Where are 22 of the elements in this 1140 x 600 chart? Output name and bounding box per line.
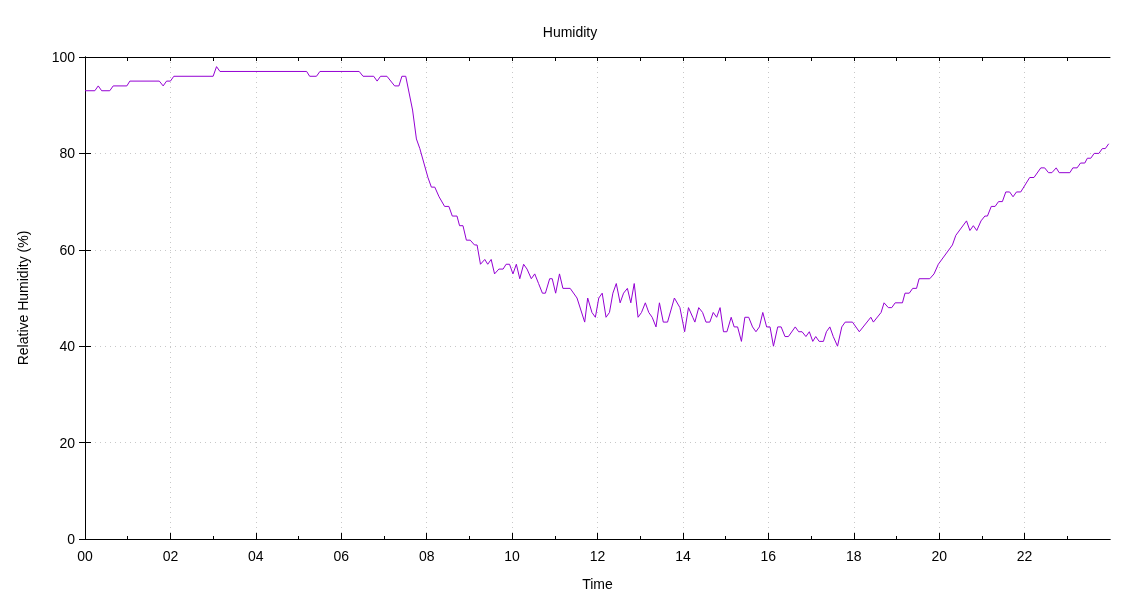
- y-tick-label: 100: [51, 49, 76, 65]
- y-axis-title: Relative Humidity (%): [15, 230, 31, 366]
- x-tick-label: 22: [1016, 548, 1033, 564]
- x-tick-label: 10: [504, 548, 521, 564]
- x-axis-title: Time: [582, 576, 614, 592]
- x-tick-label: 16: [760, 548, 777, 564]
- x-tick-label: 02: [162, 548, 179, 564]
- x-tick-label: 20: [931, 548, 948, 564]
- x-tick-label: 14: [675, 548, 691, 564]
- x-tick-label: 06: [333, 548, 350, 564]
- y-tick-label: 20: [59, 434, 76, 451]
- y-tick-label: 0: [67, 531, 76, 547]
- chart-title: Humidity: [542, 24, 598, 40]
- y-tick-label: 40: [59, 338, 76, 355]
- x-tick-label: 12: [589, 548, 606, 564]
- x-tick-label: 04: [248, 548, 264, 564]
- y-tick-label: 60: [59, 241, 76, 258]
- y-tick-label: 80: [59, 145, 76, 162]
- line-series: [84, 66, 1110, 347]
- x-tick-label: 08: [418, 548, 435, 564]
- x-tick-label: 00: [77, 548, 93, 564]
- x-tick-label: 18: [845, 548, 862, 564]
